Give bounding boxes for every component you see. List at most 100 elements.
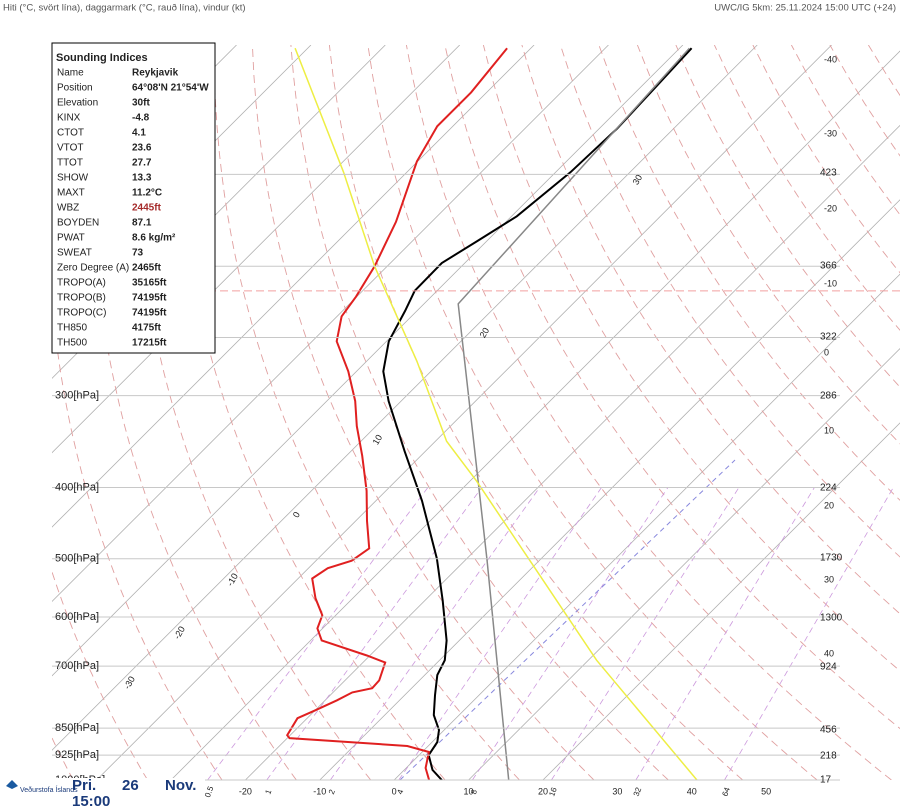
- adiabat-label: -20: [172, 625, 187, 641]
- index-value: Reykjavik: [132, 68, 179, 79]
- y-tick-label: 850[hPa]: [55, 722, 99, 734]
- index-value: -4.8: [132, 113, 150, 124]
- isotherm: [245, 124, 900, 780]
- index-value: 35165ft: [132, 278, 167, 289]
- index-value: 64°08'N 21°54'W: [132, 83, 209, 94]
- mixing-ratio-label: 32: [632, 786, 644, 798]
- index-name: SHOW: [57, 173, 89, 184]
- adiabat-label: 0: [291, 510, 302, 519]
- dry-adiabat: [791, 45, 900, 216]
- right-height-label: 924: [820, 662, 837, 673]
- x-tick-label: 30: [612, 786, 622, 796]
- mixing-ratio-line: [207, 487, 429, 780]
- index-name: TROPO(A): [57, 278, 106, 289]
- y-tick-label: 300[hPa]: [55, 390, 99, 402]
- mixing-ratio-line: [635, 487, 815, 780]
- isotherm: [96, 45, 832, 780]
- mixing-ratio-label: 8: [469, 788, 479, 796]
- right-height-label: 224: [820, 483, 837, 494]
- index-name: VTOT: [57, 143, 83, 154]
- dry-adiabat: [713, 45, 900, 331]
- reference-line: [399, 459, 736, 780]
- right-temp-label: 30: [824, 574, 834, 584]
- x-tick-label: -20: [239, 786, 252, 796]
- right-temp-label: 40: [824, 648, 834, 658]
- dry-adiabat: [213, 45, 520, 780]
- index-name: WBZ: [57, 203, 79, 214]
- index-value: 8.6 kg/m²: [132, 233, 176, 244]
- profiles: [285, 47, 698, 780]
- x-tick-label: -10: [313, 786, 326, 796]
- x-tick-label: 50: [761, 786, 771, 796]
- y-tick-label: 500[hPa]: [55, 553, 99, 565]
- index-name: KINX: [57, 113, 81, 124]
- index-value: 74195ft: [132, 293, 167, 304]
- isotherm: [393, 273, 900, 780]
- adiabat-label: 30: [631, 173, 645, 187]
- y-tick-label: 400[hPa]: [55, 481, 99, 493]
- index-value: 23.6: [132, 143, 152, 154]
- logo-mark: [6, 780, 18, 789]
- mixing-ratio-label: 4: [395, 788, 405, 796]
- index-value: 17215ft: [132, 338, 167, 349]
- isotherm: [52, 45, 535, 528]
- profile-line: [457, 47, 690, 780]
- isotherm: [52, 45, 386, 379]
- index-name: CTOT: [57, 128, 84, 139]
- index-name: Elevation: [57, 98, 98, 109]
- indices-frame: [51, 42, 216, 354]
- y-tick-label: 600[hPa]: [55, 611, 99, 623]
- isotherm: [52, 45, 609, 603]
- index-name: BOYDEN: [57, 218, 99, 229]
- x-tick-label: 20: [538, 786, 548, 796]
- index-name: Name: [57, 68, 84, 79]
- dry-adiabat: [405, 45, 892, 780]
- right-temp-label: 0: [824, 347, 829, 357]
- indices-box: Sounding Indices Name Reykjavik Position 64…: [51, 42, 216, 354]
- index-value: 2445ft: [132, 203, 162, 214]
- index-name: TH500: [57, 338, 87, 349]
- dry-adiabat: [868, 45, 900, 97]
- right-temp-label: -10: [824, 278, 837, 288]
- mixing-ratio-label: 1: [263, 788, 273, 796]
- dry-adiabat: [290, 45, 669, 780]
- isotherm: [0, 45, 13, 780]
- index-value: 11.2°C: [132, 188, 162, 199]
- header-left: Hiti (°C, svört lína), daggarmark (°C, r…: [3, 3, 246, 14]
- index-name: PWAT: [57, 233, 85, 244]
- isotherm: [319, 199, 900, 780]
- mixing-ratio-label: 16: [547, 786, 559, 798]
- dry-adiabat: [636, 45, 900, 445]
- adiabat-label: -30: [122, 675, 137, 691]
- mixing-ratio-line: [551, 487, 740, 780]
- dry-adiabat: [482, 45, 900, 672]
- header-right: UWC/IG 5km: 25.11.2024 15:00 UTC (+24): [714, 3, 896, 14]
- labels: 0.512481632641000[hPa]925[hPa]850[hPa]70…: [52, 54, 900, 799]
- index-name: TH850: [57, 323, 87, 334]
- index-name: TROPO(B): [57, 293, 106, 304]
- footer-day: Pri.: [72, 777, 96, 794]
- logo-text: Veðurstofa Íslands: [20, 785, 78, 794]
- indices-title: Sounding Indices: [56, 52, 148, 64]
- mixing-ratio-label: 2: [327, 788, 337, 796]
- profile-line: [294, 47, 698, 780]
- dry-adiabat: [251, 45, 595, 780]
- index-name: TTOT: [57, 158, 83, 169]
- right-height-label: 322: [820, 332, 837, 343]
- footer: Veðurstofa Íslands Pri. 26 Nov. 15:00: [0, 777, 205, 808]
- isotherm: [542, 422, 900, 780]
- right-height-label: 218: [820, 751, 837, 762]
- right-temp-label: -40: [824, 54, 837, 64]
- y-tick-label: 700[hPa]: [55, 660, 99, 672]
- isotherm: [52, 45, 758, 751]
- index-value: 87.1: [132, 218, 152, 229]
- index-value: 74195ft: [132, 308, 167, 319]
- right-height-label: 1300: [820, 613, 843, 624]
- right-height-label: 1730: [820, 553, 843, 564]
- profile-line: [382, 47, 693, 780]
- index-name: Position: [57, 83, 93, 94]
- footer-time: 15:00: [72, 793, 110, 808]
- mixing-ratio-line: [724, 487, 894, 780]
- index-value: 2465ft: [132, 263, 162, 274]
